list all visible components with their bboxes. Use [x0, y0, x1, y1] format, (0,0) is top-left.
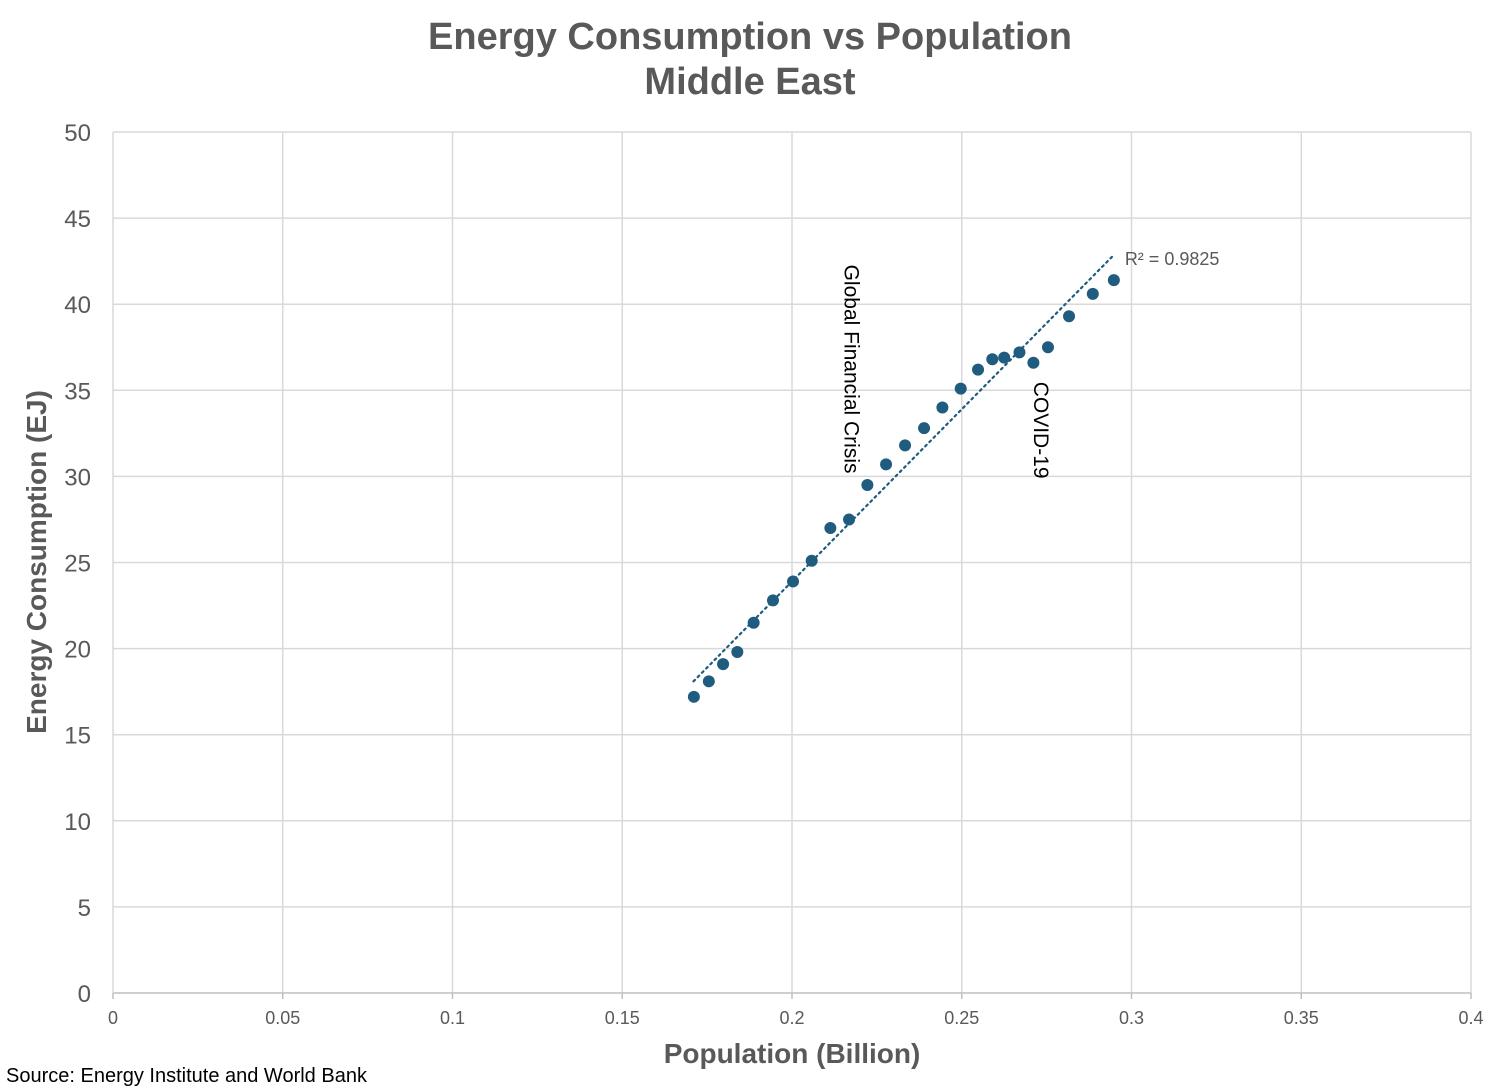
data-point	[717, 658, 730, 671]
x-tick-label: 0.2	[779, 1008, 804, 1028]
x-axis-ticks: 0 0.05 0.1 0.15 0.2 0.25 0.3 0.35 0.4	[108, 1008, 1484, 1028]
data-point	[843, 513, 856, 526]
data-point	[986, 353, 999, 366]
data-point	[731, 646, 744, 659]
data-point	[1041, 341, 1054, 354]
annotation-label: Global Financial Crisis	[840, 265, 863, 474]
x-tick-label: 0.25	[944, 1008, 979, 1028]
data-point	[1027, 356, 1040, 369]
chart-title: Energy Consumption vs Population	[428, 16, 1072, 58]
data-point	[687, 690, 700, 703]
data-point	[972, 363, 985, 376]
chart-subtitle: Middle East	[644, 61, 855, 103]
data-point	[1063, 310, 1076, 323]
data-point	[747, 616, 760, 629]
data-point	[787, 575, 800, 588]
y-tick-label: 30	[64, 464, 91, 491]
data-point	[805, 554, 818, 567]
x-tick-label: 0.15	[605, 1008, 640, 1028]
data-points	[687, 274, 1120, 703]
data-point	[899, 439, 912, 452]
source-note: Source: Energy Institute and World Bank	[6, 1065, 367, 1087]
y-tick-label: 50	[64, 120, 91, 147]
y-axis-ticks: 0 5 10 15 20 25 30 35 40 45 50	[64, 120, 91, 1008]
y-tick-label: 5	[78, 895, 91, 922]
axes	[112, 132, 1472, 999]
r-squared-label: R² = 0.9825	[1125, 249, 1220, 269]
x-tick-label: 0.35	[1284, 1008, 1319, 1028]
data-point	[954, 382, 967, 395]
x-tick-label: 0	[108, 1008, 118, 1028]
y-tick-label: 20	[64, 637, 91, 664]
data-point	[936, 401, 949, 414]
x-tick-label: 0.05	[265, 1008, 300, 1028]
y-tick-label: 10	[64, 809, 91, 836]
y-tick-label: 0	[78, 981, 91, 1008]
annotations: Global Financial Crisis COVID-19	[840, 265, 1052, 479]
y-tick-label: 40	[64, 292, 91, 319]
x-axis-title: Population (Billion)	[664, 1038, 921, 1069]
y-tick-label: 25	[64, 551, 91, 578]
gridlines	[113, 131, 1472, 993]
data-point	[861, 479, 874, 492]
data-point	[1107, 274, 1120, 287]
data-point	[702, 675, 715, 688]
x-tick-label: 0.4	[1458, 1008, 1483, 1028]
trendline-group: R² = 0.9825	[692, 249, 1220, 683]
data-point	[880, 458, 893, 471]
data-point	[1013, 346, 1026, 359]
y-tick-label: 45	[64, 206, 91, 233]
data-point	[766, 594, 779, 607]
x-tick-label: 0.1	[440, 1008, 465, 1028]
annotation-label: COVID-19	[1029, 382, 1052, 479]
y-tick-label: 15	[64, 723, 91, 750]
data-point	[998, 351, 1011, 364]
y-tick-label: 35	[64, 378, 91, 405]
data-point	[824, 522, 837, 535]
x-tick-label: 0.3	[1119, 1008, 1144, 1028]
data-point	[918, 422, 931, 435]
y-axis-title: Energy Consumption (EJ)	[21, 390, 52, 734]
data-point	[1086, 287, 1099, 300]
trendline	[692, 254, 1114, 683]
